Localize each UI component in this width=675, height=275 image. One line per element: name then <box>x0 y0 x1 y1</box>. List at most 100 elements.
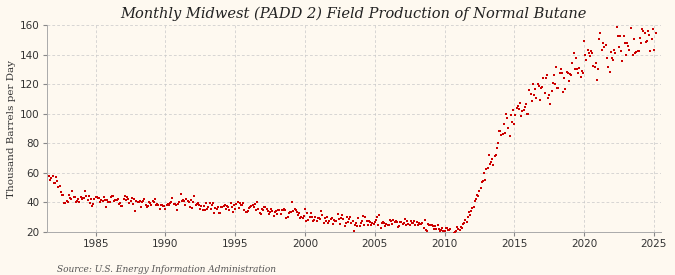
Point <box>409 219 420 224</box>
Point <box>445 227 456 231</box>
Point <box>325 217 336 221</box>
Point <box>84 201 95 205</box>
Point <box>322 215 333 219</box>
Point <box>448 233 458 237</box>
Point <box>344 216 354 221</box>
Point <box>319 215 330 220</box>
Point <box>529 93 539 97</box>
Point <box>594 36 605 41</box>
Point <box>242 209 253 213</box>
Point <box>326 216 337 220</box>
Point <box>97 199 108 203</box>
Point <box>138 199 148 203</box>
Point <box>47 174 58 178</box>
Point <box>454 228 465 232</box>
Point <box>404 222 415 227</box>
Point <box>200 208 211 212</box>
Point <box>309 218 320 222</box>
Point <box>508 108 518 112</box>
Point <box>175 192 186 197</box>
Point <box>196 204 207 208</box>
Point <box>626 18 637 22</box>
Point <box>166 200 177 204</box>
Point <box>485 160 496 164</box>
Point <box>103 200 114 204</box>
Point <box>242 210 252 214</box>
Point <box>286 210 296 214</box>
Point <box>641 40 651 44</box>
Point <box>219 203 230 208</box>
Point <box>617 59 628 63</box>
Point <box>92 196 103 200</box>
Point <box>223 205 234 209</box>
Point <box>547 81 558 85</box>
Point <box>284 211 294 215</box>
Point <box>595 31 605 35</box>
Point <box>647 27 658 31</box>
Point <box>593 67 603 71</box>
Point <box>479 171 489 175</box>
Point <box>311 219 322 223</box>
Point <box>348 229 359 233</box>
Point <box>182 199 193 204</box>
Point <box>238 201 248 205</box>
Point <box>253 207 264 211</box>
Point <box>435 229 446 234</box>
Point <box>275 211 286 216</box>
Point <box>396 220 407 225</box>
Point <box>298 214 309 218</box>
Point <box>163 202 173 207</box>
Point <box>49 181 60 185</box>
Point <box>101 205 111 209</box>
Point <box>581 57 592 62</box>
Point <box>342 215 352 219</box>
Point <box>139 196 150 201</box>
Point <box>60 201 71 205</box>
Point <box>294 211 304 215</box>
Point <box>184 200 194 204</box>
Point <box>295 216 306 221</box>
Point <box>497 132 508 136</box>
Point <box>411 220 422 225</box>
Point <box>83 194 94 198</box>
Point <box>213 211 224 216</box>
Point <box>198 204 209 208</box>
Point <box>255 212 266 216</box>
Point <box>74 200 85 205</box>
Point <box>385 218 396 222</box>
Point <box>221 204 232 208</box>
Point <box>514 107 524 111</box>
Point <box>202 207 213 211</box>
Point <box>358 214 369 219</box>
Point <box>366 223 377 227</box>
Point <box>522 112 533 116</box>
Point <box>506 113 516 117</box>
Point <box>549 81 560 86</box>
Point <box>142 204 153 209</box>
Point <box>578 71 589 76</box>
Point <box>582 48 593 52</box>
Point <box>389 220 400 224</box>
Point <box>181 197 192 201</box>
Point <box>306 214 317 219</box>
Point <box>173 201 184 206</box>
Point <box>188 199 198 204</box>
Point <box>560 87 571 91</box>
Point <box>548 73 559 77</box>
Point <box>87 204 98 208</box>
Point <box>403 222 414 226</box>
Point <box>102 198 113 203</box>
Point <box>289 207 300 211</box>
Point <box>218 204 229 208</box>
Point <box>279 207 290 211</box>
Point <box>355 221 366 225</box>
Point <box>186 198 196 202</box>
Point <box>75 195 86 200</box>
Point <box>157 203 167 208</box>
Point <box>452 225 462 229</box>
Point <box>622 40 632 45</box>
Point <box>460 218 471 222</box>
Point <box>383 222 394 227</box>
Point <box>561 70 572 75</box>
Point <box>117 203 128 208</box>
